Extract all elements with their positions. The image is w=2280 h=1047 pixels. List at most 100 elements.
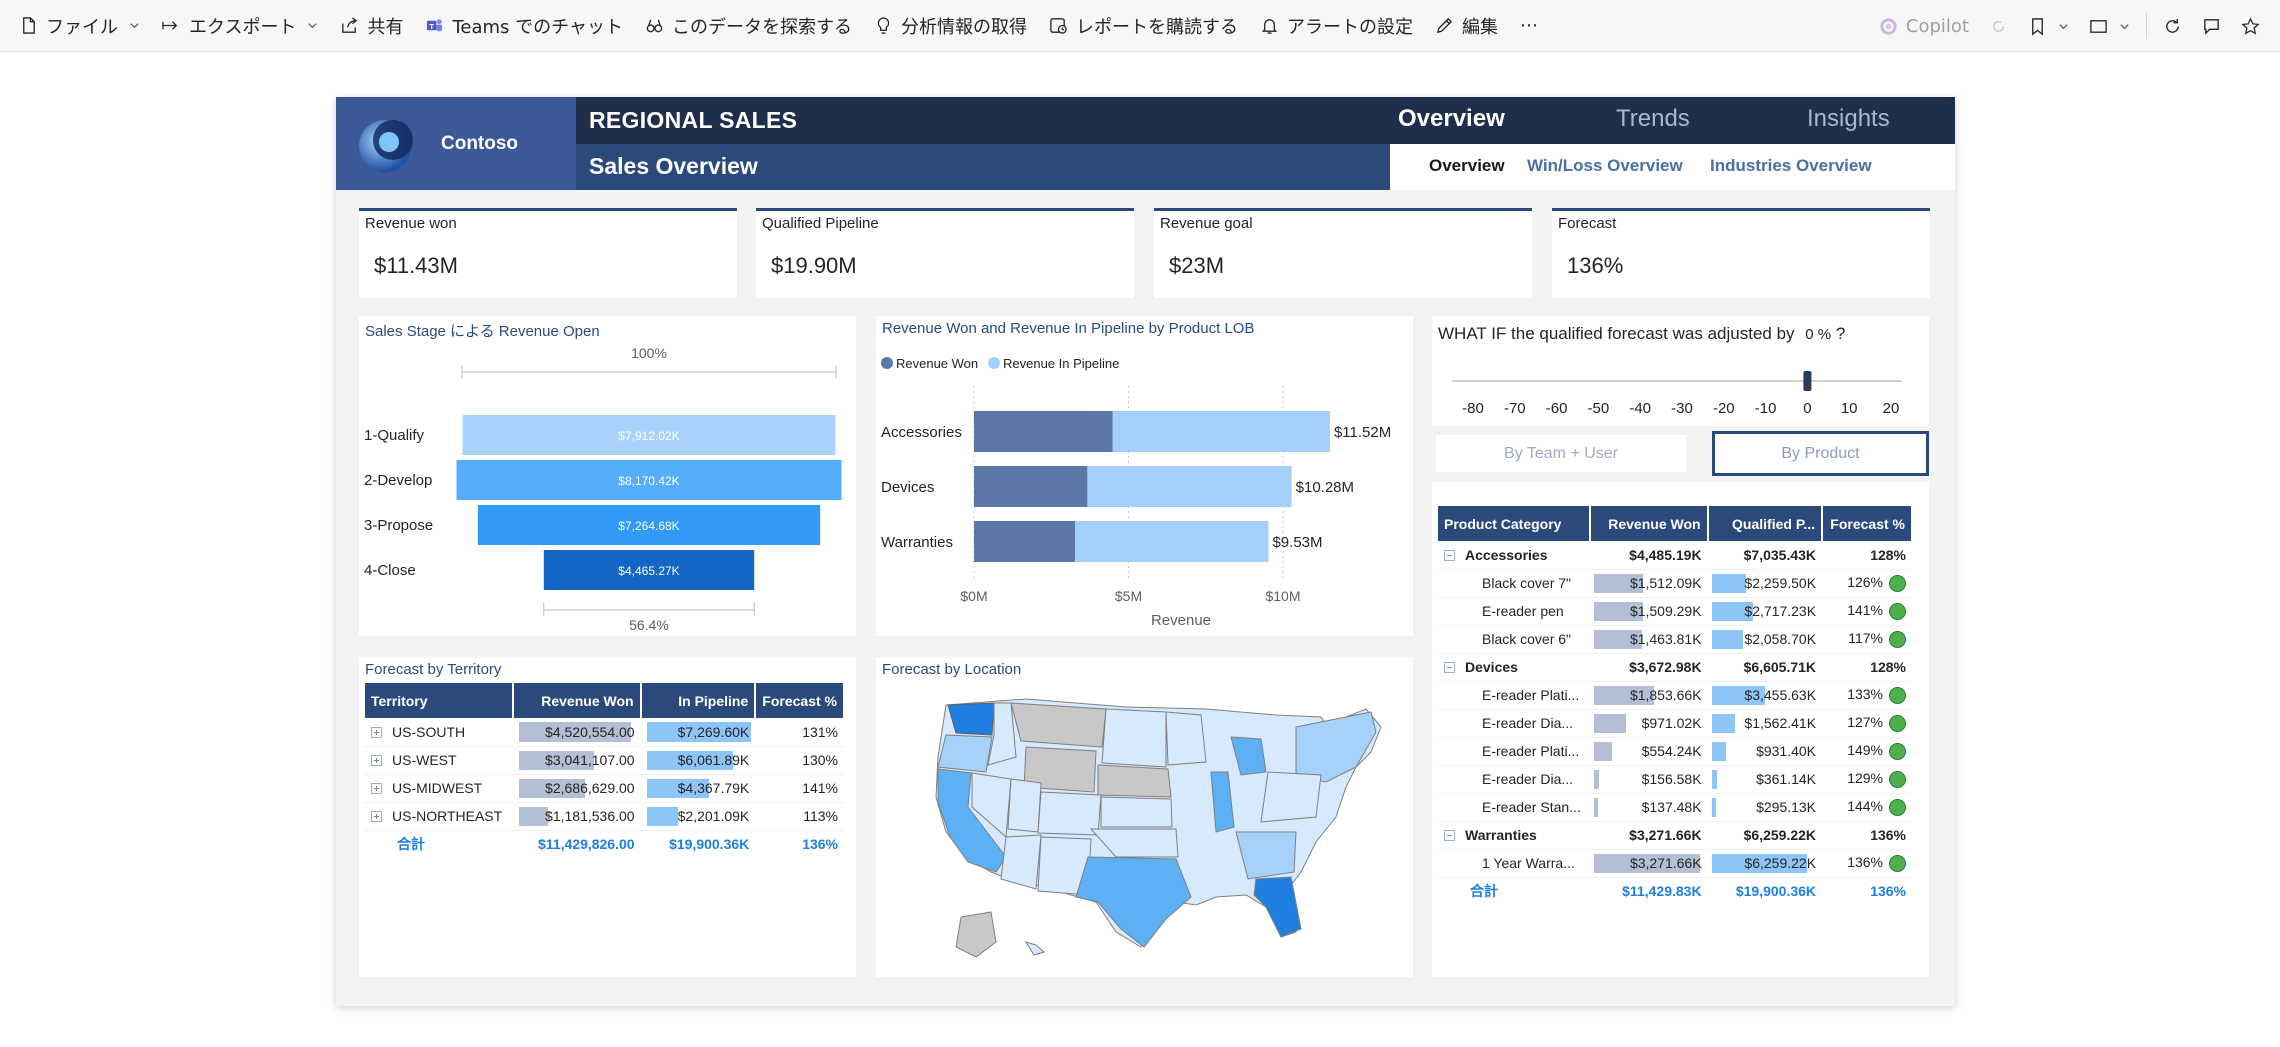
map-panel[interactable]: Forecast by Location <box>876 657 1413 977</box>
set-alert-button[interactable]: アラートの設定 <box>1249 0 1424 52</box>
col-revenue-won[interactable]: Revenue Won <box>1589 506 1709 541</box>
funnel-panel[interactable]: Sales Stage による Revenue Open 100% $7,912.… <box>359 316 856 636</box>
funnel-bar-label: $8,170.42K <box>618 474 679 488</box>
view-button[interactable] <box>2079 0 2140 52</box>
refresh-visual-button[interactable] <box>1979 0 2018 52</box>
comments-button[interactable] <box>2192 0 2231 52</box>
export-menu[interactable]: エクスポート <box>151 0 329 52</box>
teams-chat-button[interactable]: T Teams でのチャット <box>414 0 634 52</box>
col-territory[interactable]: Territory <box>365 683 514 718</box>
cell-pipeline: $6,259.22K <box>1707 821 1823 850</box>
funnel-bar[interactable] <box>477 505 821 545</box>
data-bar <box>1593 629 1642 649</box>
slider-tick-label: -70 <box>1504 400 1526 417</box>
table-row[interactable]: US-MIDWEST $2,686,629.00 $4,367.79K 141% <box>365 774 844 803</box>
whatif-panel: WHAT IF the qualified forecast was adjus… <box>1432 316 1929 426</box>
slider-thumb[interactable] <box>1803 371 1812 391</box>
file-menu[interactable]: ファイル <box>8 0 151 52</box>
expand-icon[interactable] <box>371 726 382 738</box>
subtab-winloss[interactable]: Win/Loss Overview <box>1527 156 1683 175</box>
table-row[interactable]: US-WEST $3,041,107.00 $6,061.89K 130% <box>365 746 844 775</box>
slider-tick-label: 20 <box>1883 400 1900 417</box>
share-button[interactable]: 共有 <box>329 0 414 52</box>
tab-insights[interactable]: Insights <box>1807 105 1890 132</box>
collapse-icon[interactable] <box>1444 549 1455 561</box>
lob-chart-panel[interactable]: Revenue Won and Revenue In Pipeline by P… <box>876 316 1413 636</box>
map-region-california <box>937 768 1007 873</box>
cell-value: 149% <box>1847 742 1883 759</box>
funnel-bar-label: $7,264.68K <box>618 519 679 533</box>
report-subtitle: Sales Overview <box>589 153 758 179</box>
territory-table[interactable]: Territory Revenue Won In Pipeline Foreca… <box>365 683 845 858</box>
cell-value: $361.14K <box>1756 771 1817 787</box>
copilot-button[interactable]: Copilot <box>1869 0 1979 52</box>
col-in-pipeline[interactable]: In Pipeline <box>640 683 757 718</box>
status-indicator <box>1889 602 1906 620</box>
whatif-slider[interactable]: -80 -70 -60 -50 -40 -30 -20 -10 0 10 20 <box>1432 316 1929 426</box>
favorite-button[interactable] <box>2231 0 2270 52</box>
table-row[interactable]: E-reader Plati... $554.24K $931.40K 149% <box>1438 737 1912 766</box>
slicer-by-team-user[interactable]: By Team + User <box>1436 435 1686 472</box>
table-row[interactable]: E-reader pen $1,509.29K $2,717.23K 141% <box>1438 597 1912 626</box>
cell-forecast: 126% <box>1822 569 1912 598</box>
table-row[interactable]: E-reader Plati... $1,853.66K $3,455.63K 133… <box>1438 681 1912 710</box>
refresh-button[interactable] <box>2153 0 2192 52</box>
table-row[interactable]: 1 Year Warra... $3,271.66K $6,259.22K 136% <box>1438 849 1912 878</box>
cell-pipeline: $6,259.22K <box>1707 849 1823 878</box>
table-row[interactable]: US-NORTHEAST $1,181,536.00 $2,201.09K 113% <box>365 802 844 831</box>
col-qualified-pipeline[interactable]: Qualified P... <box>1707 506 1824 541</box>
bar-revenue-pipeline[interactable] <box>1075 521 1269 562</box>
row-name: Warranties <box>1465 827 1537 843</box>
col-forecast-percent[interactable]: Forecast % <box>1822 506 1913 541</box>
table-row[interactable]: E-reader Stan... $137.48K $295.13K 144% <box>1438 793 1912 822</box>
table-row[interactable]: US-SOUTH $4,520,554.00 $7,269.60K 131% <box>365 718 844 747</box>
edit-button[interactable]: 編集 <box>1424 0 1509 52</box>
explore-data-button[interactable]: このデータを探索する <box>634 0 863 52</box>
expand-icon[interactable] <box>371 754 382 766</box>
bar-revenue-won[interactable] <box>974 521 1076 562</box>
table-row-group[interactable]: Accessories $4,485.19K $7,035.43K 128% <box>1438 541 1912 570</box>
slicer-by-product[interactable]: By Product <box>1712 431 1929 476</box>
cell-revenue-won: $3,271.66K <box>1589 821 1708 850</box>
table-row[interactable]: Black cover 6" $1,463.81K $2,058.70K 117% <box>1438 625 1912 654</box>
bar-revenue-won[interactable] <box>974 411 1113 452</box>
status-indicator <box>1889 574 1906 592</box>
legend-label-pipeline: Revenue In Pipeline <box>1003 356 1119 371</box>
cell-forecast: 128% <box>1822 653 1912 682</box>
subtab-overview[interactable]: Overview <box>1429 156 1505 175</box>
product-table[interactable]: Product Category Revenue Won Qualified P… <box>1438 506 1913 905</box>
expand-icon[interactable] <box>371 782 382 794</box>
x-tick-label: $0M <box>960 588 987 604</box>
collapse-icon[interactable] <box>1444 661 1455 673</box>
bar-revenue-pipeline[interactable] <box>1087 466 1292 507</box>
subscribe-button[interactable]: レポートを購読する <box>1038 0 1249 52</box>
get-insights-button[interactable]: 分析情報の取得 <box>863 0 1038 52</box>
col-forecast-percent[interactable]: Forecast % <box>755 683 845 718</box>
table-row-group[interactable]: Warranties $3,271.66K $6,259.22K 136% <box>1438 821 1912 850</box>
collapse-icon[interactable] <box>1444 829 1455 841</box>
kpi-value: 136% <box>1567 253 1624 278</box>
table-row[interactable]: E-reader Dia... $156.58K $361.14K 129% <box>1438 765 1912 794</box>
cell-forecast: 144% <box>1822 793 1912 822</box>
table-row[interactable]: Black cover 7" $1,512.09K $2,259.50K 126% <box>1438 569 1912 598</box>
more-options-button[interactable]: ⋯ <box>1509 0 1549 52</box>
bar-revenue-won[interactable] <box>974 466 1088 507</box>
kpi-card-revenue-won: Revenue won $11.43M <box>359 208 737 298</box>
col-product-category[interactable]: Product Category <box>1438 506 1591 541</box>
tab-overview[interactable]: Overview <box>1398 105 1505 132</box>
cell-value: $6,061.89K <box>677 752 750 768</box>
bar-revenue-pipeline[interactable] <box>1112 411 1330 452</box>
tab-trends[interactable]: Trends <box>1616 105 1690 132</box>
table-row-group[interactable]: Devices $3,672.98K $6,605.71K 128% <box>1438 653 1912 682</box>
funnel-bar[interactable] <box>543 550 755 590</box>
cell-revenue-won: $1,463.81K <box>1589 625 1708 654</box>
funnel-bar[interactable] <box>462 415 836 455</box>
subtab-industries[interactable]: Industries Overview <box>1710 156 1872 175</box>
funnel-bar[interactable] <box>456 460 842 500</box>
legend-label-won: Revenue Won <box>896 356 978 371</box>
status-indicator <box>1889 854 1906 872</box>
bookmark-button[interactable] <box>2018 0 2079 52</box>
expand-icon[interactable] <box>371 810 382 822</box>
table-row[interactable]: E-reader Dia... $971.02K $1,562.41K 127% <box>1438 709 1912 738</box>
col-revenue-won[interactable]: Revenue Won <box>512 683 642 718</box>
